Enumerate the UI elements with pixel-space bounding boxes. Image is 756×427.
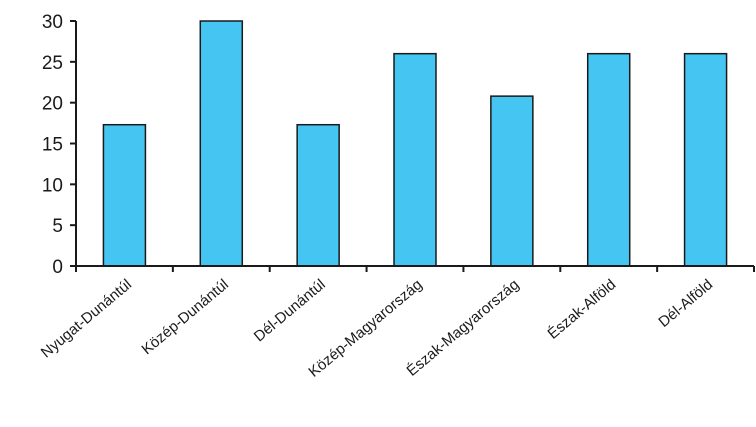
y-tick-label: 30 — [42, 12, 63, 33]
y-tick-label: 15 — [42, 135, 63, 156]
bar — [296, 123, 340, 267]
bar — [393, 52, 437, 267]
category-label: Észak-Alföld — [544, 276, 619, 343]
y-tick-label: 0 — [52, 257, 63, 278]
category-label: Nyugat-Dunántúl — [38, 276, 135, 361]
bars — [102, 20, 728, 267]
bar — [199, 20, 244, 267]
category-labels: Nyugat-Dunántúl Közép-Dunántúl Dél-Dunántú… — [38, 276, 716, 381]
y-tick-label: 20 — [42, 94, 63, 115]
category-label: Dél-Dunántúl — [251, 276, 329, 345]
y-tick-label: 25 — [42, 53, 63, 74]
bar — [102, 123, 147, 267]
y-axis-ticks: 0 5 10 15 20 25 30 — [42, 12, 76, 278]
y-tick-label: 10 — [42, 175, 63, 196]
bar — [490, 95, 534, 267]
y-tick-label: 5 — [52, 216, 63, 237]
category-label: Közép-Dunántúl — [139, 276, 232, 358]
bar — [683, 52, 728, 267]
bar — [586, 52, 631, 267]
category-label: Dél-Alföld — [655, 276, 716, 331]
